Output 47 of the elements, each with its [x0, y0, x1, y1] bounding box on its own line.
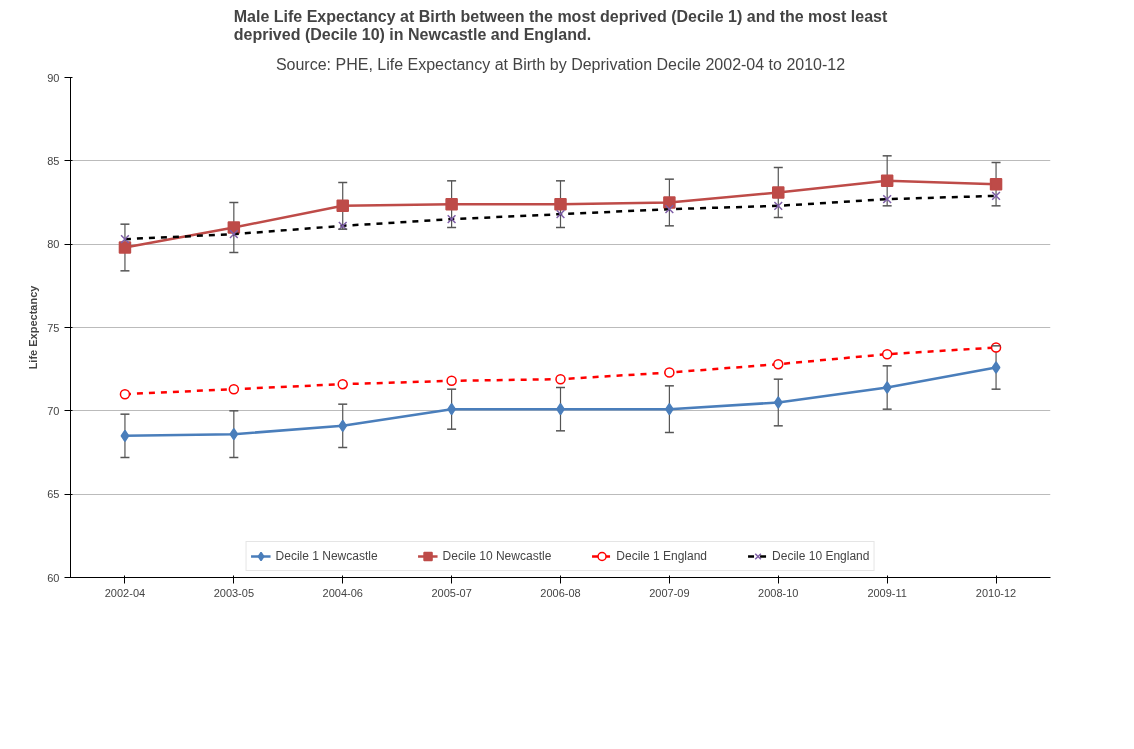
legend-label: Decile 1 Newcastle	[275, 549, 378, 563]
x-tick-label: 2002-04	[104, 586, 146, 599]
chart-subtitle: Source: PHE, Life Expectancy at Birth by Deprivation Decile 2002-04 to 2010-12	[275, 55, 846, 73]
x-tick-label: 2003-05	[213, 586, 255, 599]
point	[554, 197, 567, 211]
point	[338, 419, 348, 433]
point	[337, 378, 348, 390]
point	[772, 186, 785, 199]
legend-label: Decile 10 England	[772, 549, 870, 563]
point	[882, 381, 892, 394]
point	[773, 358, 784, 370]
x-tick-label: 2007-09	[649, 586, 690, 599]
y-axis-title: Life Expectancy	[27, 284, 40, 370]
legend-label: Decile 10 Newcastle	[442, 549, 552, 563]
point	[229, 427, 239, 441]
x-tick-label: 2010-12	[975, 586, 1017, 599]
y-tick-label: 60	[47, 571, 60, 584]
y-tick-label: 65	[47, 488, 60, 501]
y-tick-label: 80	[47, 238, 60, 251]
point	[118, 241, 132, 254]
point	[447, 402, 457, 416]
point	[881, 348, 893, 360]
point	[880, 174, 894, 188]
legend-label: Decile 1 England	[616, 549, 708, 563]
point	[446, 375, 457, 387]
point	[228, 383, 240, 395]
point	[120, 429, 130, 443]
point	[555, 373, 566, 385]
x-tick-label: 2005-07	[431, 586, 472, 599]
point	[991, 361, 1001, 374]
point	[773, 396, 783, 409]
chart-title: Male Life Expectancy at Birth between the most deprived (Decile 1) and the most least deprived (Decile 10) in Newcastle and England.	[233, 7, 888, 44]
point	[989, 177, 1003, 191]
y-tick-label: 70	[47, 404, 60, 417]
x-tick-label: 2008-10	[758, 586, 799, 599]
y-tick-label: 75	[47, 321, 60, 334]
point	[664, 367, 675, 378]
x-tick-label: 2004-06	[322, 586, 363, 599]
point	[445, 197, 458, 211]
y-tick-label: 85	[47, 154, 60, 167]
point	[336, 199, 349, 213]
point	[664, 402, 674, 416]
point	[119, 388, 131, 400]
y-tick-label: 90	[47, 71, 60, 84]
x-tick-label: 2009-11	[867, 586, 907, 599]
x-tick-label: 2006-08	[540, 586, 581, 599]
point	[663, 196, 676, 209]
